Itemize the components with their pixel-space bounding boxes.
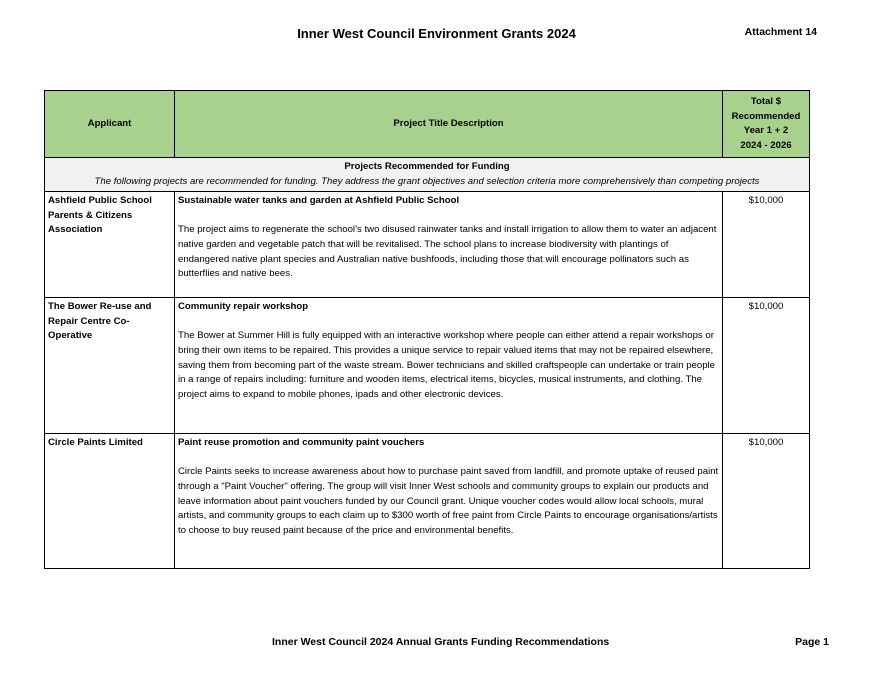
section-subtitle: The following projects are recommended f… bbox=[94, 175, 760, 187]
table-header-row: Applicant Project Title Description Tota… bbox=[44, 90, 810, 158]
attachment-label: Attachment 14 bbox=[744, 26, 817, 38]
project-description: The Bower at Summer Hill is fully equipp… bbox=[178, 330, 716, 400]
column-header-applicant: Applicant bbox=[44, 90, 175, 158]
project-title: Community repair workshop bbox=[178, 301, 309, 313]
project-description: Circle Paints seeks to increase awarenes… bbox=[178, 466, 719, 536]
amount-cell: $10,000 bbox=[722, 191, 810, 299]
document-title: Inner West Council Environment Grants 20… bbox=[297, 26, 576, 41]
column-header-total: Total $ Recommended Year 1 + 2 2024 - 20… bbox=[722, 90, 810, 158]
table-row: The Bower Re-use and Repair Centre Co-Op… bbox=[44, 297, 810, 435]
section-row: Projects Recommended for Funding The fol… bbox=[44, 156, 810, 193]
column-header-project: Project Title Description bbox=[174, 90, 723, 158]
applicant-cell: Circle Paints Limited bbox=[44, 433, 175, 570]
amount-cell: $10,000 bbox=[722, 297, 810, 435]
footer-text: Inner West Council 2024 Annual Grants Fu… bbox=[272, 636, 610, 648]
table-row: Circle Paints Limited Paint reuse promot… bbox=[44, 433, 810, 570]
project-title: Sustainable water tanks and garden at As… bbox=[178, 195, 460, 207]
page-number: Page 1 bbox=[795, 636, 829, 648]
project-description: The project aims to regenerate the schoo… bbox=[178, 224, 717, 280]
section-title: Projects Recommended for Funding bbox=[344, 161, 510, 172]
table-row: Ashfield Public School Parents & Citizen… bbox=[44, 191, 810, 299]
grants-table: Applicant Project Title Description Tota… bbox=[44, 90, 810, 570]
applicant-cell: The Bower Re-use and Repair Centre Co-Op… bbox=[44, 297, 175, 435]
amount-cell: $10,000 bbox=[722, 433, 810, 570]
applicant-cell: Ashfield Public School Parents & Citizen… bbox=[44, 191, 175, 299]
project-title: Paint reuse promotion and community pain… bbox=[178, 437, 425, 449]
